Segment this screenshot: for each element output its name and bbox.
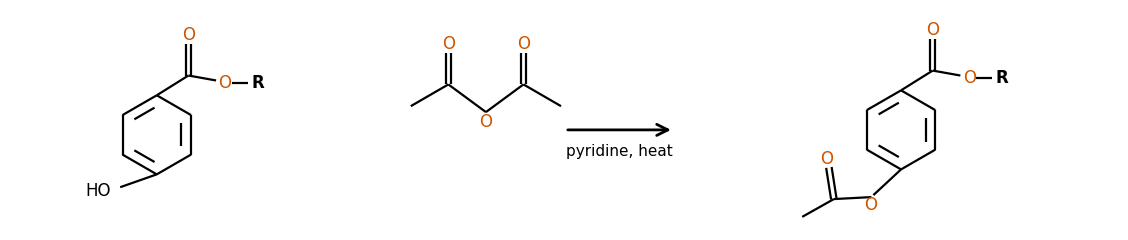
Text: O: O [442,35,455,53]
Text: O: O [219,74,231,92]
Text: O: O [182,26,195,44]
Text: HO: HO [86,182,112,200]
Text: O: O [926,21,940,39]
Text: R: R [252,74,264,92]
Text: O: O [963,70,976,88]
Text: O: O [517,35,530,53]
Text: O: O [479,113,493,131]
Text: R: R [996,70,1008,88]
Text: pyridine, heat: pyridine, heat [566,144,672,159]
Text: O: O [864,196,876,214]
Text: O: O [820,150,834,168]
